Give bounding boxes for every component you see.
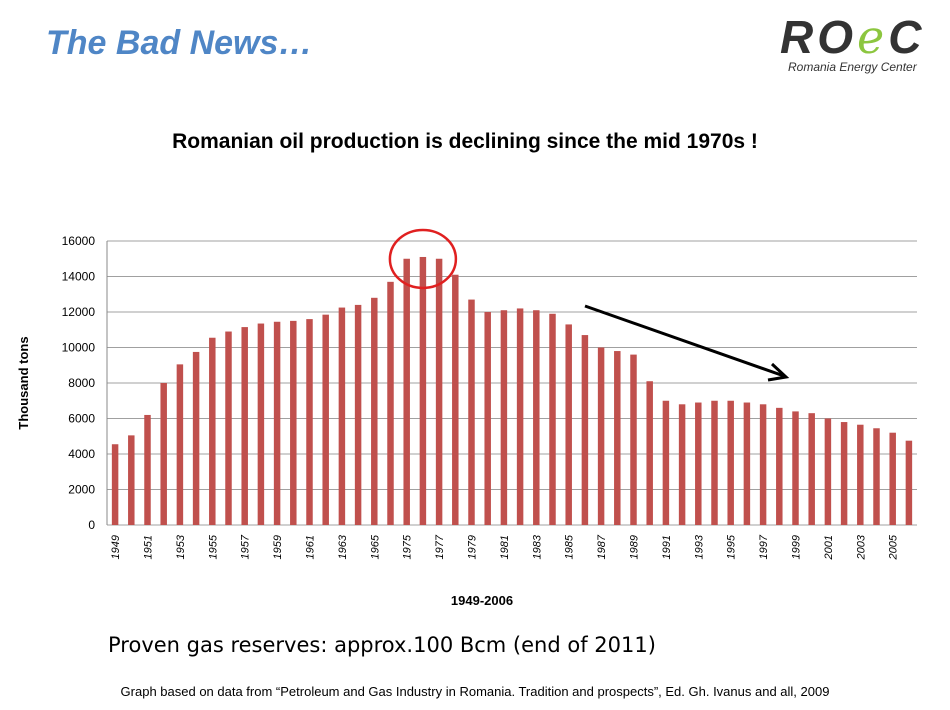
bar-1957	[241, 327, 248, 525]
bar-1987	[597, 347, 605, 525]
x-tick-label: 2003	[855, 534, 867, 560]
bar-1977	[435, 258, 443, 525]
x-tick-label: 1985	[564, 534, 576, 559]
y-axis-title: Thousand tons	[16, 336, 31, 429]
bar-1989	[630, 354, 637, 525]
chart-title: Romanian oil production is declining sin…	[172, 130, 758, 153]
bar-2000	[808, 413, 815, 525]
x-tick-label: 1953	[175, 534, 187, 559]
bar-1993	[695, 402, 702, 525]
bar-2003	[857, 424, 864, 525]
source-note: Graph based on data from “Petroleum and …	[120, 684, 830, 699]
bar-1997	[759, 404, 767, 525]
y-tick-label: 16000	[62, 234, 96, 248]
y-tick-label: 10000	[62, 341, 96, 355]
y-tick-label: 8000	[68, 376, 95, 390]
bar-1980	[484, 312, 491, 525]
y-tick-label: 2000	[68, 483, 95, 497]
x-tick-label: 1983	[531, 534, 543, 559]
y-tick-label: 6000	[68, 412, 95, 426]
x-tick-label: 2005	[888, 534, 900, 560]
bar-1983	[533, 310, 540, 525]
x-tick-label: 1965	[369, 534, 381, 559]
bar-1991	[662, 400, 670, 525]
bar-1963	[338, 307, 346, 525]
bar-1992	[678, 404, 686, 525]
bar-1956	[225, 331, 232, 525]
y-tick-label: 0	[88, 518, 95, 532]
bar-1990	[646, 381, 653, 525]
x-tick-label: 1989	[629, 535, 641, 559]
bar-1975	[403, 258, 410, 525]
bar-1954	[192, 351, 200, 525]
bar-1982	[516, 308, 524, 525]
bar-1985	[565, 324, 572, 525]
bar-1962	[322, 314, 329, 525]
x-tick-label: 1997	[758, 534, 770, 559]
bar-1978	[452, 274, 459, 525]
bar-1961	[306, 319, 313, 525]
y-tick-label: 4000	[68, 447, 95, 461]
bar-1998	[776, 407, 783, 525]
x-tick-label: 1963	[337, 534, 349, 559]
bar-1995	[727, 400, 734, 525]
bar-1981	[500, 310, 508, 525]
x-tick-label: 1991	[661, 535, 673, 559]
bar-1955	[209, 337, 216, 525]
bar-1953	[176, 364, 184, 525]
x-tick-label: 1961	[305, 535, 317, 559]
bar-2001	[824, 418, 832, 525]
bar-1988	[614, 351, 621, 525]
logo-subtitle: Romania Energy Center	[788, 60, 917, 74]
x-tick-label: 1949	[110, 535, 122, 559]
x-tick-label: 1999	[791, 535, 803, 559]
x-tick-label: 1975	[402, 534, 414, 559]
trend-arrow-head	[767, 362, 790, 382]
gas-reserves-note: Proven gas reserves: approx.100 Bcm (end…	[108, 633, 656, 657]
bar-1976	[419, 256, 427, 525]
bar-1996	[743, 402, 751, 525]
x-tick-label: 1993	[693, 534, 705, 559]
x-axis-title: 1949-2006	[451, 593, 513, 608]
bar-1984	[549, 313, 556, 525]
bar-1979	[468, 299, 475, 525]
bar-1986	[581, 335, 589, 525]
bar-chart: 0 2000 4000 6000 8000 10000 12000 14000 16000 194…	[16, 228, 917, 608]
bar-1964	[354, 304, 362, 525]
x-tick-label: 1995	[726, 534, 738, 559]
bar-1959	[273, 321, 281, 525]
bar-2002	[840, 422, 848, 525]
x-tick-label: 2001	[823, 535, 835, 560]
peak-highlight-circle	[388, 228, 458, 290]
bar-1970	[387, 281, 394, 525]
x-tick-label: 1957	[240, 534, 252, 559]
trend-arrow	[584, 304, 785, 378]
bar-1950	[128, 435, 135, 525]
bar-2006	[905, 440, 913, 525]
y-tick-label: 12000	[62, 305, 96, 319]
slide-title: The Bad News…	[46, 24, 313, 62]
bar-1951	[144, 414, 151, 525]
x-tick-label: 1979	[467, 535, 479, 559]
x-tick-label: 1977	[434, 534, 446, 559]
bar-1994	[711, 400, 718, 525]
bar-2005	[889, 432, 896, 525]
bar-1958	[257, 323, 265, 525]
bar-1952	[160, 383, 167, 525]
bar-1999	[792, 411, 799, 525]
logo-mark: ROeC	[780, 10, 926, 64]
bar-2004	[873, 428, 880, 525]
roec-logo: ROeC Romania Energy Center	[780, 14, 945, 84]
x-tick-label: 1959	[272, 535, 284, 559]
x-tick-label: 1981	[499, 535, 511, 559]
x-tick-label: 1951	[143, 535, 155, 559]
bar-1960	[290, 320, 297, 525]
x-tick-label: 1955	[207, 534, 219, 559]
bar-1965	[371, 297, 378, 525]
bar-1949	[111, 444, 119, 525]
y-tick-label: 14000	[62, 270, 96, 284]
x-tick-label: 1987	[596, 534, 608, 559]
